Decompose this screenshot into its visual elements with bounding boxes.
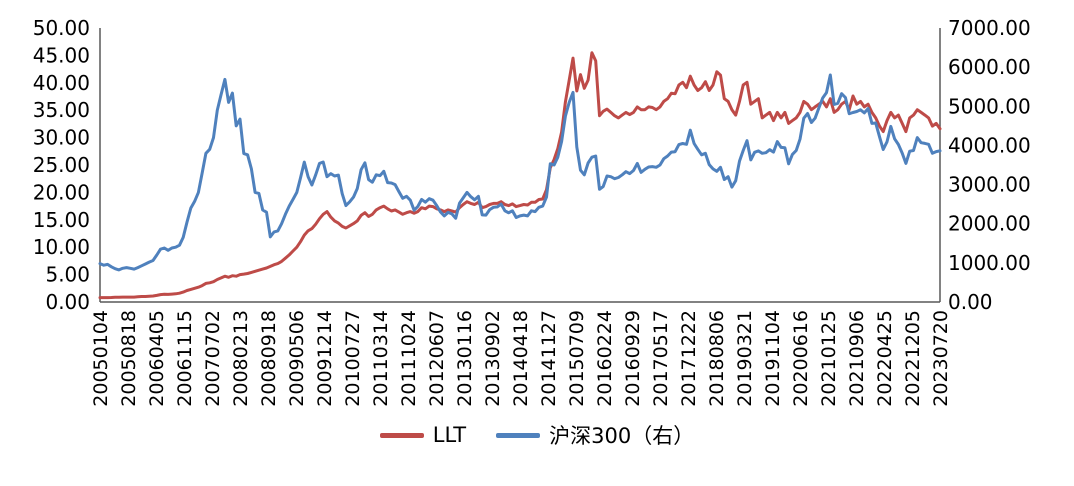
left-axis-tick-label: 25.00 [33,153,90,177]
series-line-csi300 [98,73,942,272]
x-axis-tick-label: 20090506 [286,310,308,407]
left-axis-tick-label: 35.00 [33,98,90,122]
left-axis-tick-label: 40.00 [33,71,90,95]
x-axis-tick-label: 20180806 [706,310,728,407]
left-axis-tick-label: 20.00 [33,180,90,204]
series-line-llt [98,51,942,300]
x-axis-tick-label: 20171222 [678,310,700,407]
right-axis-tick-label: 5000.00 [948,94,1031,118]
right-axis-tick-label: 2000.00 [948,212,1031,236]
left-axis-tick-label: 15.00 [33,208,90,232]
axis-spines [99,28,941,303]
x-axis-tick-label: 20160224 [594,310,616,407]
x-axis-tick-label: 20170517 [650,310,672,407]
right-axis-tick-label: 0.00 [948,290,993,314]
x-axis-labels: 20050104 20050818 20060405 20061115 20070702… [90,310,952,407]
left-axis-tick-label: 5.00 [45,263,90,287]
x-axis-tick-label: 20141127 [538,310,560,407]
chart-legend: LLT 沪深300（右） [379,420,694,450]
legend-label-llt: LLT [432,423,467,447]
x-axis-tick-label: 20091214 [314,310,336,407]
right-axis-labels: 0.00 1000.00 2000.00 3000.00 4000.00 5000.00 6… [948,16,1031,314]
x-axis-tick-label: 20230720 [930,310,952,407]
x-axis-tick-label: 20190321 [734,310,756,407]
x-axis-tick-label: 20210125 [818,310,840,407]
left-axis-tick-label: 45.00 [33,43,90,67]
x-axis-tick-label: 20050818 [118,310,140,407]
left-axis-tick-label: 30.00 [33,126,90,150]
x-axis-tick-label: 20080918 [258,310,280,407]
legend-label-csi300: 沪深300（右） [549,424,695,448]
x-axis-tick-label: 20220425 [874,310,896,407]
x-axis-tick-label: 20130902 [482,310,504,407]
x-axis-tick-label: 20130116 [454,310,476,407]
x-axis-tick-label: 20070702 [202,310,224,407]
left-axis-tick-label: 50.00 [33,16,90,40]
x-axis-tick-label: 20150709 [566,310,588,407]
left-axis-labels: 0.00 5.00 10.00 15.00 20.00 25.00 30.00 35.00 40… [33,16,90,314]
x-axis-tick-label: 20050104 [90,310,112,407]
x-axis-tick-label: 20160929 [622,310,644,407]
x-axis-tick-label: 20210906 [846,310,868,407]
x-axis-tick-label: 20221205 [902,310,924,407]
legend-item-llt: LLT [379,423,467,447]
right-axis-tick-label: 7000.00 [948,16,1031,40]
right-axis-tick-label: 1000.00 [948,251,1031,275]
x-axis-tick-label: 20061115 [174,310,196,407]
x-axis-tick-label: 20200616 [790,310,812,407]
right-axis-tick-label: 4000.00 [948,133,1031,157]
x-axis-tick-label: 20110314 [370,310,392,407]
csi300-line-swatch [496,432,541,438]
left-axis-tick-label: 0.00 [45,290,90,314]
x-axis-tick-label: 20060405 [146,310,168,407]
x-axis-tick-label: 20100727 [342,310,364,407]
x-axis-tick-label: 20120607 [426,310,448,407]
chart-canvas: 0.00 5.00 10.00 15.00 20.00 25.00 30.00 35.00 40… [33,16,1031,407]
legend-item-csi300: 沪深300（右） [496,420,694,450]
right-axis-tick-label: 6000.00 [948,55,1031,79]
x-axis-tick-label: 20191104 [762,310,784,407]
x-axis-tick-label: 20140418 [510,310,532,407]
right-axis-tick-label: 3000.00 [948,173,1031,197]
llt-line-swatch [379,432,424,438]
x-axis-tick-label: 20080213 [230,310,252,407]
left-axis-tick-label: 10.00 [33,235,90,259]
x-axis-tick-label: 20111024 [398,310,420,407]
